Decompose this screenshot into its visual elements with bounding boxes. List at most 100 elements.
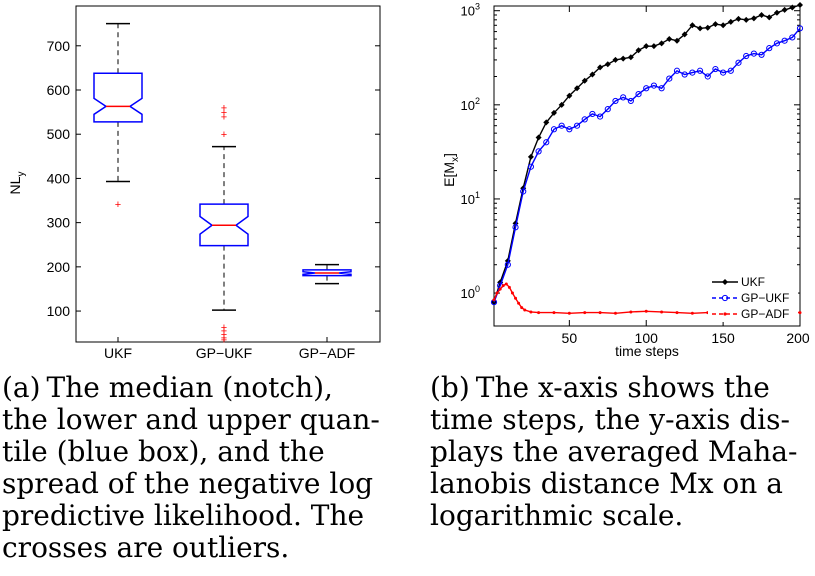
caption-a-line: (a) The median (notch), bbox=[2, 371, 333, 404]
y-tick-label: 300 bbox=[47, 215, 71, 231]
line-ylabel: E[Mx] bbox=[441, 153, 461, 187]
data-point bbox=[666, 36, 673, 43]
data-point bbox=[712, 21, 719, 28]
y-tick-label: 100 bbox=[47, 303, 71, 319]
data-point bbox=[627, 54, 634, 61]
data-point bbox=[650, 82, 658, 89]
outlier-point: + bbox=[221, 329, 227, 341]
data-point bbox=[566, 126, 573, 133]
legend-marker-ukf bbox=[722, 279, 728, 285]
data-point bbox=[727, 67, 734, 74]
caption-b-line: plays the averaged Maha- bbox=[430, 435, 798, 468]
boxplot-ylabel: NLy bbox=[7, 172, 27, 195]
data-point bbox=[520, 306, 524, 310]
data-point bbox=[666, 75, 673, 82]
x-tick-label: UKF bbox=[104, 345, 132, 361]
data-point bbox=[704, 73, 711, 80]
data-point bbox=[527, 153, 534, 160]
data-point bbox=[635, 47, 642, 54]
data-point bbox=[735, 15, 742, 22]
data-point bbox=[535, 134, 542, 141]
legend-marker-gpukf bbox=[721, 294, 729, 302]
data-point bbox=[766, 14, 773, 21]
data-point bbox=[535, 148, 542, 155]
outlier-point: + bbox=[221, 103, 227, 115]
data-point bbox=[675, 311, 679, 315]
series-gpukf bbox=[490, 25, 804, 306]
outlier-point: + bbox=[221, 112, 227, 124]
caption-b-line: logarithmic scale. bbox=[430, 499, 684, 532]
data-point bbox=[581, 77, 588, 84]
y-tick-label: 600 bbox=[47, 82, 71, 98]
data-point bbox=[629, 310, 633, 314]
legend-label-gpukf: GP−UKF bbox=[741, 291, 789, 305]
caption-b-line: (b) The x-axis shows the bbox=[430, 371, 770, 404]
x-tick-label: GP−UKF bbox=[196, 345, 252, 361]
legend-label-ukf: UKF bbox=[741, 275, 765, 289]
caption-a-line: crosses are outliers. bbox=[2, 531, 290, 564]
data-point bbox=[620, 55, 627, 62]
data-point bbox=[558, 122, 565, 129]
x-tick-label: 150 bbox=[711, 330, 735, 346]
outlier-point: + bbox=[115, 199, 121, 211]
data-point bbox=[581, 116, 588, 123]
data-point bbox=[650, 43, 657, 50]
data-point bbox=[620, 94, 627, 101]
caption-b-label: (b) bbox=[430, 371, 470, 404]
outlier-point: + bbox=[221, 129, 227, 141]
outlier-point: + bbox=[221, 333, 227, 345]
boxplot-plot-frame bbox=[75, 5, 381, 343]
data-point bbox=[789, 34, 796, 41]
iqr-box bbox=[93, 72, 143, 123]
data-point bbox=[604, 106, 611, 113]
data-point bbox=[529, 310, 533, 314]
data-point bbox=[727, 18, 734, 25]
data-point bbox=[527, 163, 535, 170]
data-point bbox=[681, 31, 688, 38]
data-point bbox=[597, 113, 604, 120]
data-point bbox=[543, 139, 550, 146]
caption-b-line: lanobis distance Mx on a bbox=[430, 467, 783, 500]
caption-a-line: spread of the negative log bbox=[2, 467, 374, 500]
y-tick-label: 500 bbox=[47, 126, 71, 142]
data-point bbox=[552, 311, 556, 315]
x-tick-label: 50 bbox=[562, 330, 578, 346]
legend: UKF GP−UKF GP−ADF bbox=[708, 270, 798, 322]
data-point bbox=[597, 64, 604, 71]
data-point bbox=[550, 126, 558, 133]
data-point bbox=[781, 6, 788, 13]
data-point bbox=[773, 40, 781, 47]
y-tick-label: 102 bbox=[461, 96, 480, 113]
data-point bbox=[696, 67, 704, 74]
data-point bbox=[735, 59, 742, 66]
data-point bbox=[543, 119, 550, 126]
legend-label-gpadf: GP−ADF bbox=[741, 307, 789, 321]
iqr-box bbox=[302, 269, 352, 277]
y-tick-label: 101 bbox=[461, 190, 480, 207]
data-point bbox=[658, 85, 665, 92]
data-point bbox=[635, 90, 642, 98]
data-point bbox=[612, 56, 619, 63]
data-point bbox=[750, 15, 757, 22]
data-point bbox=[574, 85, 581, 92]
data-point bbox=[712, 65, 719, 73]
data-point bbox=[673, 67, 681, 74]
data-point bbox=[589, 110, 596, 118]
data-point bbox=[613, 311, 617, 315]
data-point bbox=[514, 296, 518, 300]
box-gpukf: +++++++++ bbox=[199, 103, 249, 346]
outlier-point: + bbox=[221, 107, 227, 119]
data-point bbox=[644, 309, 648, 313]
data-point bbox=[743, 52, 750, 60]
data-point bbox=[773, 9, 780, 16]
data-point bbox=[673, 37, 680, 44]
data-point bbox=[512, 224, 519, 231]
data-point bbox=[681, 71, 688, 78]
line-xlabel: time steps bbox=[615, 343, 679, 359]
data-point bbox=[501, 284, 505, 288]
caption-b-line: time steps, the y-axis dis- bbox=[430, 403, 790, 436]
data-point bbox=[566, 92, 573, 99]
data-point bbox=[604, 61, 611, 68]
outlier-point: + bbox=[221, 322, 227, 334]
data-point bbox=[781, 37, 788, 44]
